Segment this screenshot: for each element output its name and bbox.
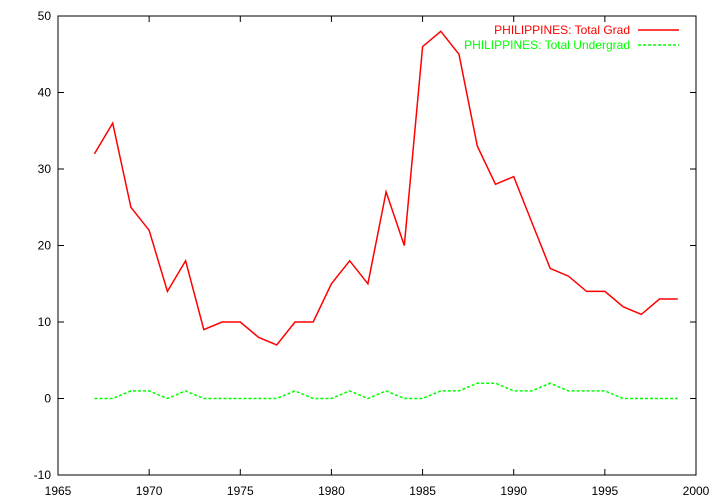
legend-label: PHILIPPINES: Total Undergrad xyxy=(464,38,630,52)
y-tick-label: 40 xyxy=(38,86,52,100)
series-line-2 xyxy=(94,382,678,400)
x-tick-label: 1990 xyxy=(500,484,527,498)
y-tick-label: 0 xyxy=(44,392,51,406)
x-tick-label: 1970 xyxy=(136,484,163,498)
x-tick-label: 1965 xyxy=(45,484,72,498)
x-tick-label: 1975 xyxy=(227,484,254,498)
y-tick-label: 10 xyxy=(38,315,52,329)
legend-label: PHILIPPINES: Total Grad xyxy=(494,23,630,37)
series-group xyxy=(93,30,678,400)
series-line-1 xyxy=(93,30,678,346)
x-tick-label: 1985 xyxy=(409,484,436,498)
x-tick-label: 2000 xyxy=(683,484,710,498)
y-tick-label: 20 xyxy=(38,239,52,253)
x-tick-label: 1995 xyxy=(592,484,619,498)
y-tick-label: -10 xyxy=(34,468,52,482)
axis-ticks: 1965 1970 1975 1980 1985 1990 1995 2000 -10 0 10 20… xyxy=(34,9,710,498)
y-tick-label: 50 xyxy=(38,9,52,23)
x-tick-label: 1980 xyxy=(318,484,345,498)
y-tick-label: 30 xyxy=(38,162,52,176)
